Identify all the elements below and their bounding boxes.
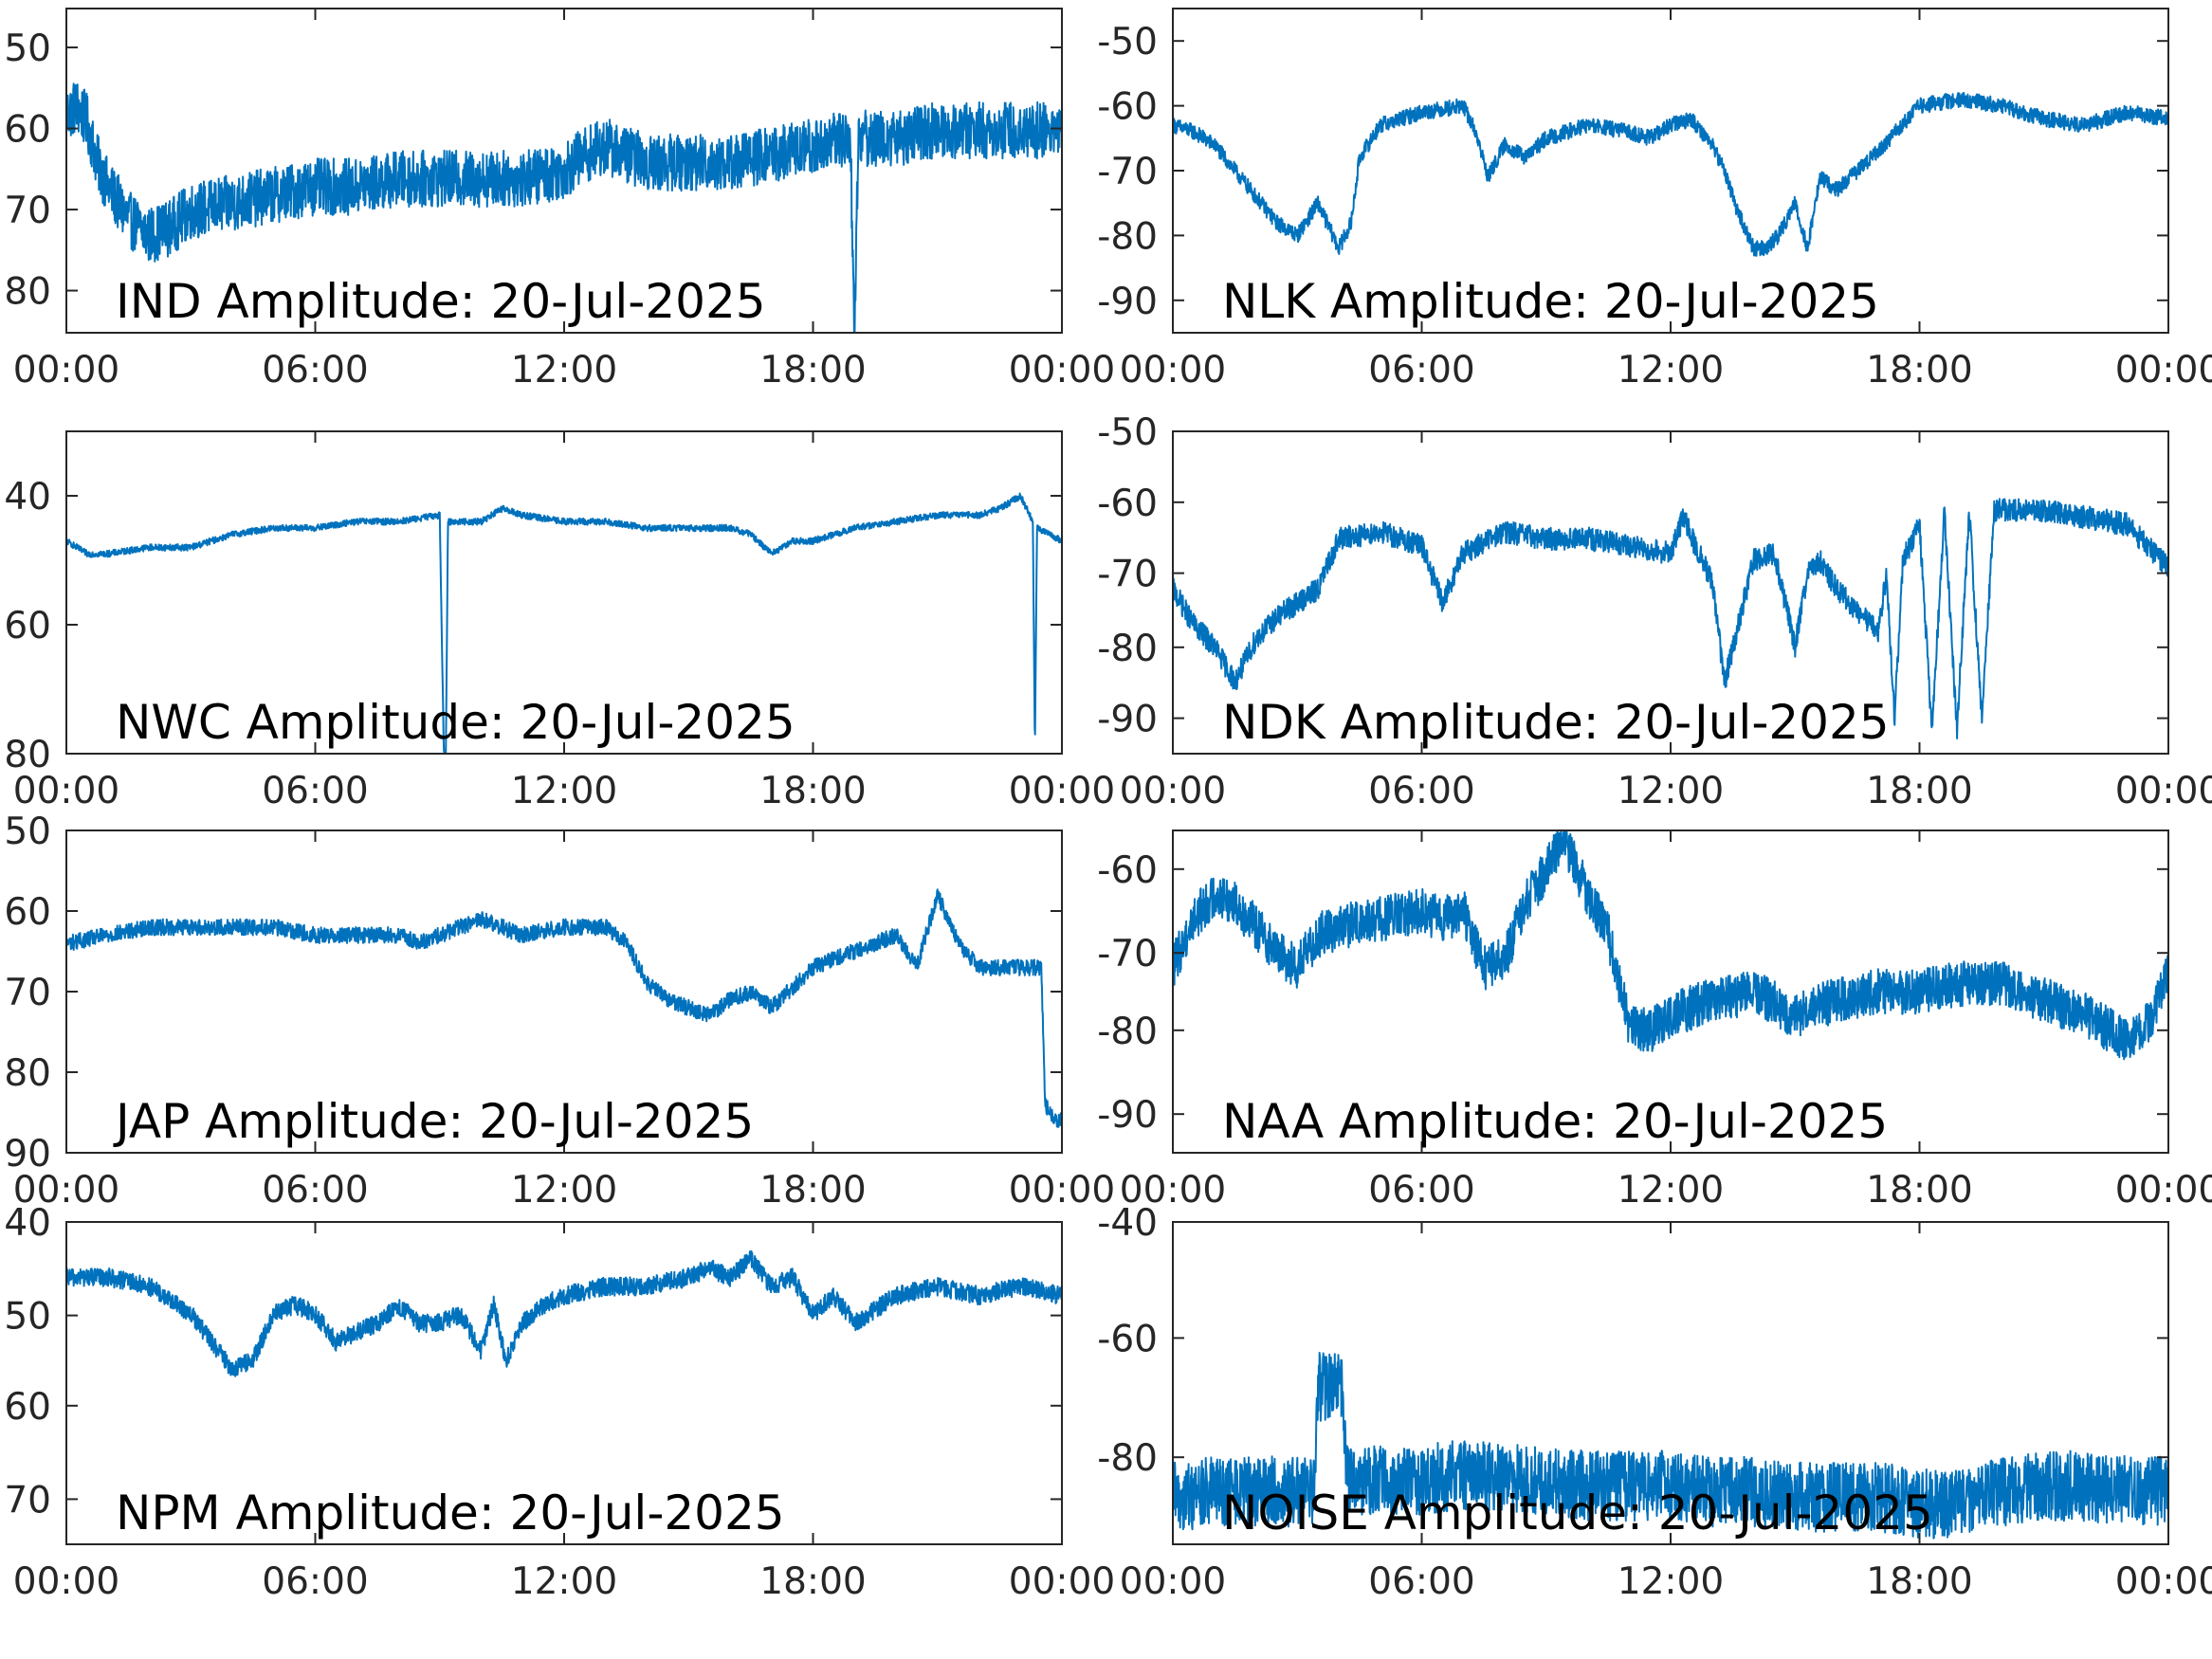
y-tick-label: 60	[4, 891, 51, 934]
y-tick-label: -90	[1097, 281, 1158, 323]
x-tick-label: 00:00	[2115, 1169, 2212, 1212]
x-tick-label: 00:00	[1009, 770, 1115, 812]
x-tick-label: 18:00	[759, 349, 866, 392]
x-tick-label: 06:00	[1368, 1169, 1474, 1212]
y-tick-label: 40	[4, 476, 51, 519]
x-tick-label: 12:00	[1618, 1560, 1724, 1603]
x-tick-label: 00:00	[1120, 1560, 1226, 1603]
y-tick-label: 60	[4, 109, 51, 152]
panel-7: 00:00 06:00 12:00 18:00 00:00 40 50 60 70 NPM Amp…	[4, 1202, 1115, 1603]
y-tick-label: 80	[4, 1052, 51, 1095]
x-tick-label: 18:00	[1866, 1560, 1972, 1603]
y-tick-label: 80	[4, 271, 51, 314]
series-trace	[1173, 91, 2168, 257]
panel-title: NWC Amplitude: 20-Jul-2025	[116, 695, 795, 750]
x-tick-label: 00:00	[1120, 770, 1226, 812]
y-tick-label: -40	[1097, 1202, 1158, 1245]
x-tick-label: 12:00	[511, 770, 617, 812]
y-tick-label: 50	[4, 811, 51, 853]
y-tick-label: 70	[4, 1479, 51, 1522]
x-tick-label: 18:00	[1866, 1169, 1972, 1212]
panel-title: NPM Amplitude: 20-Jul-2025	[116, 1486, 785, 1540]
x-tick-label: 00:00	[2115, 770, 2212, 812]
x-tick-label: 00:00	[13, 1169, 119, 1212]
panel-title: NAA Amplitude: 20-Jul-2025	[1222, 1094, 1888, 1149]
x-tick-label: 00:00	[13, 349, 119, 392]
y-tick-label: -70	[1097, 554, 1158, 596]
y-tick-label: -50	[1097, 411, 1158, 454]
y-tick-label: -60	[1097, 483, 1158, 525]
x-tick-label: 12:00	[511, 349, 617, 392]
x-tick-label: 06:00	[1368, 770, 1474, 812]
series-trace	[66, 492, 1062, 754]
x-tick-label: 18:00	[759, 770, 866, 812]
panel-title: NLK Amplitude: 20-Jul-2025	[1222, 274, 1879, 329]
panel-4: 00:00 06:00 12:00 18:00 00:00 -50 -60 -70 -80 -90…	[1097, 411, 2212, 812]
x-tick-label: 00:00	[13, 770, 119, 812]
series-trace	[1173, 498, 2168, 739]
x-tick-label: 12:00	[511, 1169, 617, 1212]
x-tick-label: 00:00	[1009, 349, 1115, 392]
x-tick-label: 12:00	[1618, 1169, 1724, 1212]
y-tick-label: 80	[4, 734, 51, 776]
y-tick-label: -70	[1097, 933, 1158, 975]
y-tick-label: -70	[1097, 151, 1158, 193]
x-tick-label: 00:00	[1009, 1560, 1115, 1603]
x-tick-label: 12:00	[1618, 770, 1724, 812]
panel-5: 00:00 06:00 12:00 18:00 00:00 50 60 70 80 90 JAP A…	[4, 811, 1115, 1212]
y-tick-label: -50	[1097, 21, 1158, 64]
x-tick-label: 12:00	[1618, 349, 1724, 392]
y-tick-label: 60	[4, 1386, 51, 1429]
x-tick-label: 18:00	[759, 1169, 866, 1212]
x-tick-label: 06:00	[262, 770, 368, 812]
y-tick-label: 50	[4, 27, 51, 70]
series-trace	[1173, 1352, 2168, 1540]
x-tick-label: 00:00	[13, 1560, 119, 1603]
x-tick-label: 00:00	[1009, 1169, 1115, 1212]
panel-title: NDK Amplitude: 20-Jul-2025	[1222, 695, 1890, 750]
series-trace	[66, 888, 1062, 1128]
x-tick-label: 18:00	[759, 1560, 866, 1603]
x-tick-label: 06:00	[262, 349, 368, 392]
panel-title: JAP Amplitude: 20-Jul-2025	[113, 1094, 754, 1149]
y-tick-label: -80	[1097, 215, 1158, 258]
panel-title: NOISE Amplitude: 20-Jul-2025	[1222, 1486, 1933, 1540]
y-tick-label: 50	[4, 1296, 51, 1339]
panel-8: 00:00 06:00 12:00 18:00 00:00 -40 -60 -80 NOISE …	[1097, 1202, 2212, 1603]
x-tick-label: 00:00	[2115, 1560, 2212, 1603]
y-tick-label: -80	[1097, 1011, 1158, 1053]
y-tick-label: -90	[1097, 1094, 1158, 1137]
panel-title: IND Amplitude: 20-Jul-2025	[116, 274, 766, 329]
panel-3: 00:00 06:00 12:00 18:00 00:00 40 60 80 NWC Ampli…	[4, 430, 1115, 812]
panel-6: 00:00 06:00 12:00 18:00 00:00 -60 -70 -80 -90 NAA…	[1097, 830, 2212, 1212]
y-tick-label: -80	[1097, 628, 1158, 670]
y-tick-label: 70	[4, 190, 51, 232]
x-tick-label: 12:00	[511, 1560, 617, 1603]
x-tick-label: 00:00	[1120, 349, 1226, 392]
y-tick-label: 90	[4, 1133, 51, 1176]
y-tick-label: 60	[4, 605, 51, 647]
panel-1: 00:00 06:00 12:00 18:00 00:00 50 60 70 80 IND Amp…	[4, 8, 1115, 392]
y-tick-label: -90	[1097, 699, 1158, 741]
y-tick-label: -80	[1097, 1437, 1158, 1480]
x-tick-label: 00:00	[1120, 1169, 1226, 1212]
y-tick-label: 70	[4, 972, 51, 1014]
series-trace	[1173, 830, 2168, 1061]
series-trace	[66, 82, 1062, 333]
x-tick-label: 06:00	[1368, 1560, 1474, 1603]
y-tick-label: 40	[4, 1202, 51, 1245]
series-trace	[66, 1249, 1062, 1377]
panel-2: 00:00 06:00 12:00 18:00 00:00 -50 -60 -70 -80 -90…	[1097, 8, 2212, 392]
y-tick-label: -60	[1097, 86, 1158, 129]
x-tick-label: 06:00	[262, 1560, 368, 1603]
x-tick-label: 06:00	[1368, 349, 1474, 392]
x-tick-label: 06:00	[262, 1169, 368, 1212]
x-tick-label: 00:00	[2115, 349, 2212, 392]
x-tick-label: 18:00	[1866, 770, 1972, 812]
y-tick-label: -60	[1097, 1318, 1158, 1360]
x-tick-label: 18:00	[1866, 349, 1972, 392]
y-tick-label: -60	[1097, 849, 1158, 892]
